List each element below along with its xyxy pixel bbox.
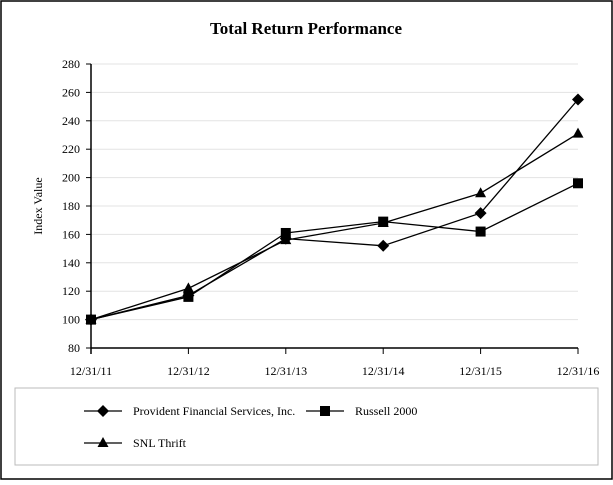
y-tick-label: 280 [62, 57, 80, 71]
y-tick-label: 140 [62, 256, 80, 270]
legend-label: Russell 2000 [355, 404, 417, 418]
y-tick-label: 260 [62, 85, 80, 99]
y-axis-label: Index Value [31, 177, 45, 234]
triangle-marker [97, 437, 109, 447]
series-triangle [85, 127, 584, 324]
series-group [85, 93, 584, 326]
x-tick-label: 12/31/12 [167, 364, 210, 378]
chart-title: Total Return Performance [210, 19, 402, 38]
legend-item: Provident Financial Services, Inc. [84, 404, 295, 418]
x-tick-label: 12/31/14 [362, 364, 405, 378]
y-tick-label: 120 [62, 284, 80, 298]
axes: 80 100 120 140 160 180 200 220 240 260 280 12/31/11… [62, 57, 599, 378]
y-tick-label: 80 [68, 341, 80, 355]
series-line [90, 182, 579, 321]
triangle-marker [182, 282, 194, 293]
legend-item: Russell 2000 [306, 404, 417, 418]
square-marker [573, 178, 583, 189]
triangle-marker [85, 313, 97, 324]
series-line [90, 99, 579, 321]
legend-label: SNL Thrift [133, 436, 187, 450]
series-line [90, 133, 579, 321]
y-tick-label: 200 [62, 171, 80, 185]
y-tick-label: 240 [62, 114, 80, 128]
x-tick-label: 12/31/15 [459, 364, 502, 378]
square-marker [320, 406, 330, 416]
legend-item: SNL Thrift [84, 436, 187, 450]
triangle-marker [475, 187, 487, 198]
triangle-marker [280, 234, 292, 245]
square-marker [280, 227, 291, 238]
x-tick-label: 12/31/13 [264, 364, 307, 378]
y-tick-label: 180 [62, 199, 80, 213]
y-tick-label: 160 [62, 227, 80, 241]
triangle-marker [572, 127, 584, 138]
legend-label: Provident Financial Services, Inc. [133, 404, 295, 418]
diamond-marker [474, 207, 487, 220]
y-tick-label: 220 [62, 142, 80, 156]
x-tick-label: 12/31/16 [557, 364, 600, 378]
diamond-marker [377, 239, 390, 252]
legend: Provident Financial Services, Inc. Russel… [84, 404, 417, 450]
x-tick-label: 12/31/11 [70, 364, 112, 378]
square-marker [183, 291, 194, 302]
legend-box [14, 387, 599, 466]
triangle-marker [377, 217, 389, 228]
gridlines [91, 63, 578, 321]
y-tick-label: 100 [62, 313, 80, 327]
diamond-marker [572, 93, 584, 106]
square-marker [475, 226, 486, 237]
diamond-marker [97, 405, 109, 417]
